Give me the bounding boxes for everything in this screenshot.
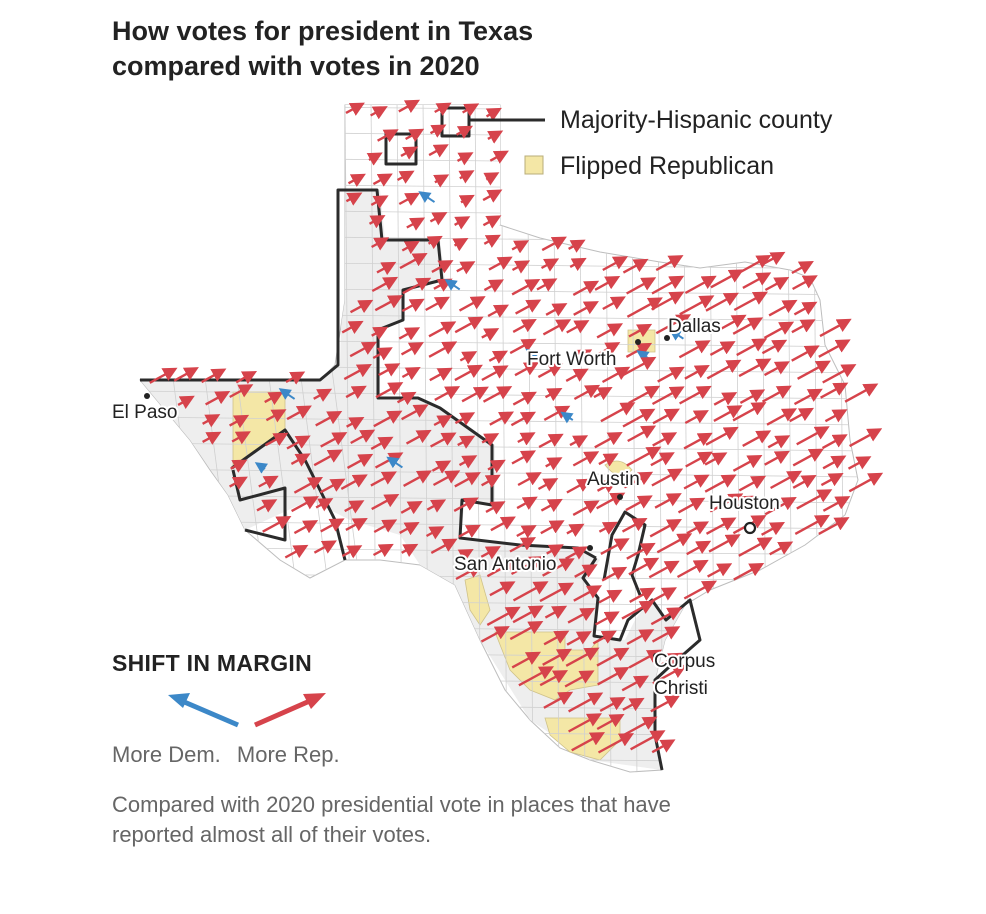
city-label-fort-worth: Fort Worth (527, 349, 616, 370)
el-paso-dot (144, 393, 150, 399)
austin-dot (617, 494, 623, 500)
texas-shift-map: El Paso Dallas Fort Worth Austin Houston… (0, 0, 986, 914)
county-line (130, 703, 870, 711)
fort-worth-dot (635, 339, 641, 345)
houston-dot (745, 523, 755, 533)
san-antonio-dot (587, 545, 593, 551)
shift-key-labels: More Dem. More Rep. (112, 742, 340, 768)
city-label-el-paso: El Paso (112, 402, 177, 423)
rep-shift-arrow (792, 263, 810, 273)
shift-key-arrows (168, 693, 326, 725)
city-label-dallas: Dallas (668, 316, 721, 337)
legend-flipped-label: Flipped Republican (560, 152, 774, 180)
footnote: Compared with 2020 presidential vote in … (112, 790, 672, 850)
dem-key-arrow (182, 701, 238, 725)
rep-key-arrow (255, 700, 312, 725)
map-legend: Majority-Hispanic county Flipped Republi… (470, 106, 833, 180)
city-label-san-antonio: San Antonio (454, 554, 556, 575)
rep-shift-arrow (845, 386, 874, 402)
more-dem-label: More Dem. (112, 742, 221, 767)
rep-shift-arrow (820, 321, 848, 336)
shift-key-title: SHIFT IN MARGIN (112, 650, 312, 677)
city-label-corpus-1: Corpus (654, 651, 715, 672)
legend-hispanic-label: Majority-Hispanic county (560, 106, 833, 134)
city-label-corpus-2: Christi (654, 678, 708, 699)
rep-shift-arrow (850, 431, 878, 447)
city-label-austin: Austin (587, 469, 640, 490)
legend-flipped-swatch (525, 156, 543, 174)
county-line (130, 729, 870, 737)
more-rep-label: More Rep. (237, 742, 340, 767)
city-label-houston: Houston (709, 493, 780, 514)
